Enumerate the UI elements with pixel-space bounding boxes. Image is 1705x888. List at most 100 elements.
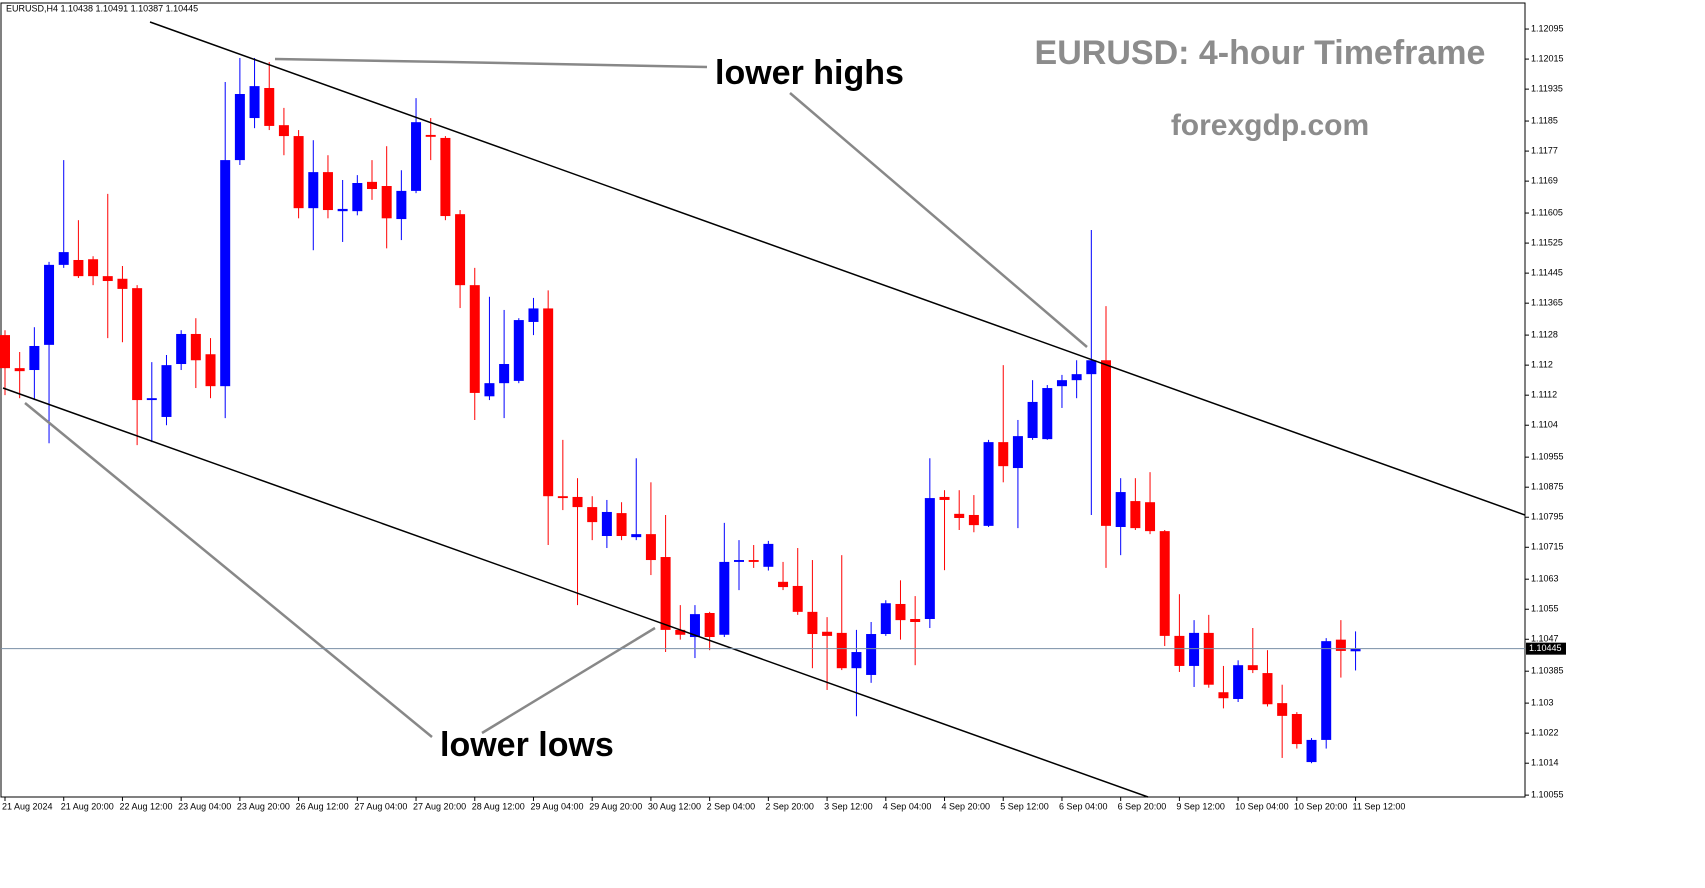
candle-body <box>1071 374 1082 381</box>
x-tick-label: 4 Sep 04:00 <box>883 801 932 811</box>
candle-body <box>1291 714 1302 745</box>
candle-body <box>1130 501 1141 529</box>
candle-body <box>1174 635 1185 666</box>
x-tick-label: 22 Aug 12:00 <box>119 801 172 811</box>
candle-body <box>1027 401 1038 438</box>
candle-body <box>822 631 833 636</box>
candle-body <box>29 345 40 371</box>
annotation: lower highs <box>715 54 904 92</box>
pointer-line <box>274 57 708 69</box>
pointer-line <box>789 92 1088 348</box>
candle-body <box>1233 665 1244 699</box>
x-tick-label: 30 Aug 12:00 <box>648 801 701 811</box>
candle-body <box>587 507 598 523</box>
candle-body <box>645 534 656 561</box>
candle-body <box>1247 665 1258 671</box>
candle-body <box>763 543 774 567</box>
y-tick-label: 1.10055 <box>1531 789 1564 799</box>
y-tick-label: 1.103 <box>1531 697 1554 707</box>
x-tick-label: 27 Aug 04:00 <box>354 801 407 811</box>
candle-body <box>455 214 466 286</box>
x-tick-label: 4 Sep 20:00 <box>942 801 991 811</box>
candle-body <box>205 354 216 387</box>
candle-body <box>924 498 935 619</box>
current-price-box <box>1526 642 1566 655</box>
candle-body <box>528 308 539 322</box>
candle-body <box>1101 360 1111 526</box>
candle-body <box>1277 703 1288 716</box>
x-tick-label: 2 Sep 20:00 <box>765 801 814 811</box>
candle-body <box>249 86 260 119</box>
y-tick-label: 1.11445 <box>1531 268 1563 278</box>
candle-body <box>1262 673 1273 705</box>
x-tick-label: 23 Aug 04:00 <box>178 801 231 811</box>
candle-body <box>631 534 642 538</box>
y-tick-label: 1.10955 <box>1531 452 1564 462</box>
candle-body <box>484 383 495 397</box>
candle-body <box>866 634 877 675</box>
x-tick-label: 10 Sep 20:00 <box>1294 801 1348 811</box>
candle-body <box>660 557 671 630</box>
candle-body <box>469 285 480 393</box>
candle-body <box>1203 632 1214 685</box>
x-tick-label: 11 Sep 12:00 <box>1353 801 1406 811</box>
candle-body <box>440 137 451 217</box>
candle-body <box>601 511 612 537</box>
candle-body <box>704 612 715 638</box>
candle-body <box>778 581 789 588</box>
candle-body <box>308 172 319 209</box>
candle-body <box>748 560 759 562</box>
candle-body <box>190 333 201 361</box>
x-tick-label: 9 Sep 12:00 <box>1176 801 1225 811</box>
y-tick-label: 1.12095 <box>1531 23 1564 33</box>
candle-body <box>983 442 994 526</box>
y-tick-label: 1.1063 <box>1531 574 1559 584</box>
candle-body <box>146 398 157 401</box>
candle-body <box>1335 639 1346 651</box>
candle-body <box>910 618 921 623</box>
x-tick-label: 21 Aug 2024 <box>2 801 53 811</box>
candle-body <box>1350 648 1361 652</box>
candle-body <box>807 611 818 635</box>
x-tick-label: 5 Sep 12:00 <box>1000 801 1049 811</box>
candle-body <box>499 364 510 384</box>
candle-body <box>954 513 965 518</box>
candle-body <box>689 614 700 638</box>
x-tick-label: 29 Aug 04:00 <box>530 801 583 811</box>
candle-body <box>176 333 187 365</box>
candle-body <box>58 252 69 265</box>
y-tick-label: 1.1104 <box>1531 420 1558 430</box>
y-tick-label: 1.1014 <box>1531 758 1559 768</box>
candle-body <box>543 308 554 497</box>
x-tick-label: 2 Sep 04:00 <box>707 801 756 811</box>
candle-body <box>557 496 568 499</box>
candle-body <box>102 276 113 282</box>
y-tick-label: 1.1022 <box>1531 728 1559 738</box>
candle-body <box>1115 492 1126 527</box>
candle-body <box>264 87 275 126</box>
candle-body <box>1042 388 1053 440</box>
annotation: lower lows <box>440 726 614 764</box>
candle-body <box>1189 632 1200 666</box>
x-tick-label: 28 Aug 12:00 <box>472 801 525 811</box>
candle-body <box>1218 692 1229 699</box>
candle-body <box>367 181 377 190</box>
upper-trendline <box>149 21 1526 516</box>
candle-body <box>322 172 333 211</box>
candle-body <box>998 442 1009 467</box>
candle-body <box>1159 531 1170 636</box>
x-tick-label: 26 Aug 12:00 <box>296 801 349 811</box>
candle-body <box>234 94 245 161</box>
y-tick-label: 1.10385 <box>1531 666 1564 676</box>
candle-body <box>381 186 392 219</box>
candle-body <box>220 160 231 387</box>
y-tick-label: 1.10795 <box>1531 512 1564 522</box>
candle-body <box>1145 502 1156 532</box>
current-price-label: 1.10445 <box>1529 643 1562 653</box>
x-tick-label: 3 Sep 12:00 <box>824 801 873 811</box>
candle-body <box>278 125 289 137</box>
x-tick-label: 21 Aug 20:00 <box>61 801 114 811</box>
header: EURUSD,H4 1.10438 1.10491 1.10387 1.1044… <box>6 3 198 13</box>
